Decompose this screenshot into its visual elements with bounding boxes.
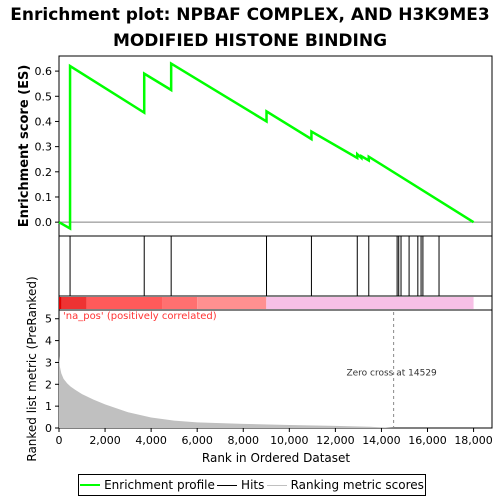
heat-segment bbox=[162, 297, 198, 309]
es-y-tick-label: 0.4 bbox=[35, 115, 53, 128]
enrichment-profile-line bbox=[58, 61, 475, 231]
legend-swatch-metric bbox=[266, 484, 287, 486]
heat-segment bbox=[197, 297, 267, 309]
positive-correlation-label: 'na_pos' (positively correlated) bbox=[63, 311, 217, 322]
metric-y-tick-label: 2 bbox=[45, 378, 52, 391]
title-line-2: MODIFIED HISTONE BINDING bbox=[112, 31, 388, 51]
page-title: Enrichment plot: NPBAF COMPLEX, AND H3K9… bbox=[0, 2, 500, 54]
es-y-tick-label: 0.5 bbox=[35, 90, 53, 103]
x-tick-label: 8,000 bbox=[228, 434, 260, 447]
legend: Enrichment profile Hits Ranking metric s… bbox=[78, 474, 426, 496]
metric-panel-frame bbox=[58, 309, 493, 429]
hits-markers bbox=[69, 236, 440, 296]
x-tick-label: 2,000 bbox=[89, 434, 121, 447]
title-line-1: Enrichment plot: NPBAF COMPLEX, AND H3K9… bbox=[10, 5, 490, 25]
legend-swatch-enrichment bbox=[80, 484, 101, 486]
x-axis: 0 2,000 4,000 6,000 8,000 10,000 12,000 14,000 1… bbox=[56, 428, 493, 447]
heat-segment bbox=[266, 297, 474, 309]
metric-y-tick-label: 1 bbox=[45, 400, 52, 413]
heat-segment bbox=[61, 297, 87, 309]
metric-y-axis: 0 1 2 3 4 5 bbox=[45, 313, 59, 435]
metric-y-tick-label: 3 bbox=[45, 356, 52, 369]
legend-label-enrichment: Enrichment profile bbox=[104, 478, 215, 492]
legend-item-enrichment: Enrichment profile bbox=[80, 478, 215, 492]
legend-item-metric: Ranking metric scores bbox=[266, 478, 424, 492]
x-tick-label: 0 bbox=[56, 434, 63, 447]
ranking-metric-area bbox=[59, 355, 474, 428]
legend-swatch-hits bbox=[217, 484, 238, 486]
es-y-label: Enrichment score (ES) bbox=[17, 65, 32, 228]
x-tick-label: 16,000 bbox=[408, 434, 447, 447]
es-y-tick-label: 0.6 bbox=[35, 65, 53, 78]
x-tick-label: 14,000 bbox=[362, 434, 401, 447]
x-tick-label: 10,000 bbox=[270, 434, 309, 447]
es-y-axis: 0.0 0.1 0.2 0.3 0.4 0.5 0.6 bbox=[35, 65, 59, 229]
metric-y-tick-label: 4 bbox=[45, 335, 52, 348]
legend-label-hits: Hits bbox=[241, 478, 265, 492]
metric-y-label: Ranked list metric (PreRanked) bbox=[25, 276, 39, 461]
heat-segment bbox=[86, 297, 163, 309]
x-tick-label: 18,000 bbox=[454, 434, 493, 447]
legend-item-hits: Hits bbox=[217, 478, 264, 492]
x-tick-label: 12,000 bbox=[316, 434, 355, 447]
legend-label-metric: Ranking metric scores bbox=[290, 478, 424, 492]
hits-panel-frame bbox=[58, 235, 493, 297]
ranking-heat-strip bbox=[59, 297, 474, 309]
heat-segment bbox=[59, 297, 62, 309]
x-tick-label: 4,000 bbox=[135, 434, 167, 447]
zero-cross-label: Zero cross at 14529 bbox=[346, 369, 437, 379]
metric-y-tick-label: 5 bbox=[45, 313, 52, 326]
es-y-tick-label: 0.2 bbox=[35, 166, 53, 179]
es-y-tick-label: 0.0 bbox=[35, 216, 53, 229]
x-axis-label: Rank in Ordered Dataset bbox=[202, 451, 350, 465]
es-y-tick-label: 0.1 bbox=[35, 191, 53, 204]
metric-y-tick-label: 0 bbox=[45, 422, 52, 435]
x-tick-label: 6,000 bbox=[181, 434, 213, 447]
es-panel-frame bbox=[58, 55, 493, 237]
es-y-tick-label: 0.3 bbox=[35, 141, 53, 154]
